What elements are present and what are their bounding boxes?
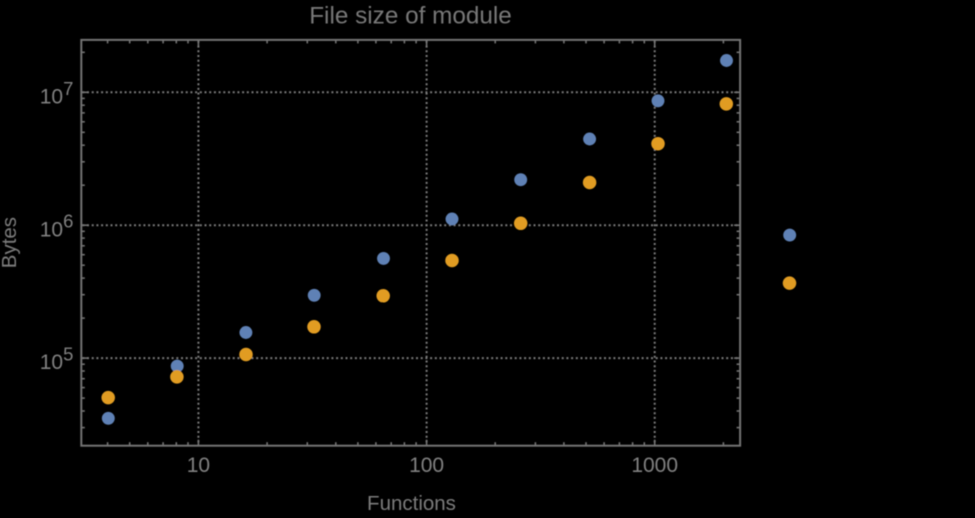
svg-text:Bytes: Bytes xyxy=(0,217,21,268)
svg-text:1000: 1000 xyxy=(631,454,678,477)
svg-text:10: 10 xyxy=(187,454,210,477)
svg-text:Functions: Functions xyxy=(367,492,456,513)
svg-text:File size of module: File size of module xyxy=(309,3,512,30)
svg-text:100: 100 xyxy=(409,454,444,477)
